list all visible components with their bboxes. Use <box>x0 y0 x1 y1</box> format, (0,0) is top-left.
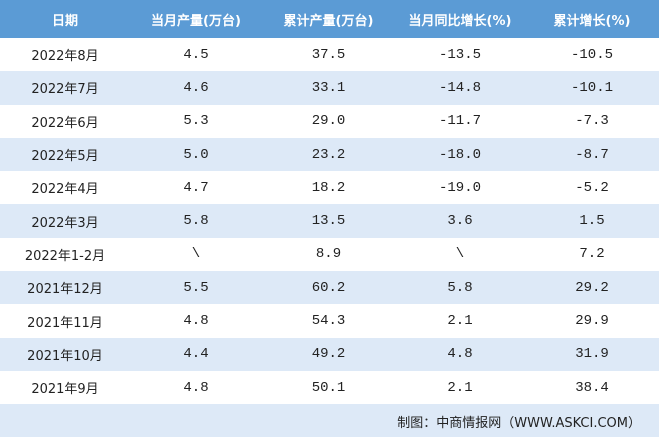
header-cell: 累计增长(%) <box>525 0 659 38</box>
table-row: 2022年6月 5.3 29.0 -11.7 -7.3 <box>0 105 659 138</box>
table-row: 2021年9月 4.8 50.1 2.1 38.4 <box>0 371 659 404</box>
table-cell: 4.8 <box>183 379 209 396</box>
table-cell: -11.7 <box>438 113 481 130</box>
table-row: 2022年5月 5.0 23.2 -18.0 -8.7 <box>0 137 659 172</box>
table-cell: 31.9 <box>525 337 659 371</box>
table-cell: 2022年1-2月 <box>24 248 106 264</box>
table-cell: 1.5 <box>525 204 659 238</box>
table-cell: 29.2 <box>525 271 659 305</box>
header-row: 日期 当月产量(万台) 累计产量(万台) 当月同比增长(%) 累计增长(%) <box>0 0 659 38</box>
table-cell: 5.8 <box>395 271 525 305</box>
table-cell: 4.6 <box>130 71 262 105</box>
table-cell: 29.0 <box>311 113 346 130</box>
table-cell: 29.9 <box>575 313 609 330</box>
table-row: 2021年11月 4.8 54.3 2.1 29.9 <box>0 304 659 337</box>
table-row: 2022年1-2月 \ 8.9 \ 7.2 <box>0 238 659 271</box>
footer: 制图：中商情报网（WWW.ASKCI.COM） <box>0 404 659 437</box>
table-row: 2022年8月 4.5 37.5 -13.5 -10.5 <box>0 38 659 71</box>
table-cell: 2022年5月 <box>0 137 130 172</box>
table-cell: 2022年3月 <box>0 204 130 238</box>
table-cell: 23.2 <box>262 137 395 172</box>
table-cell: 54.3 <box>311 313 346 330</box>
table-row: 2022年3月 5.8 13.5 3.6 1.5 <box>0 204 659 238</box>
table-cell: 2.1 <box>447 313 473 330</box>
table-cell: 2021年11月 <box>27 315 103 331</box>
table-cell: 5.5 <box>130 271 262 305</box>
table-cell: 38.4 <box>575 379 609 396</box>
table-cell: -8.7 <box>525 137 659 172</box>
footer-text: 制图：中商情报网（WWW.ASKCI.COM） <box>397 416 641 431</box>
table-cell: -10.1 <box>525 71 659 105</box>
table-cell: 2021年12月 <box>0 271 130 305</box>
table-cell: 5.3 <box>183 113 209 130</box>
header-cell: 累计产量(万台) <box>262 0 395 38</box>
table-cell: 2022年8月 <box>31 49 99 65</box>
table-cell: 18.2 <box>311 179 346 196</box>
header-cell: 当月同比增长(%) <box>395 0 525 38</box>
table-cell: -5.2 <box>575 179 609 196</box>
table-cell: 2022年4月 <box>31 182 99 198</box>
table-cell: 3.6 <box>395 204 525 238</box>
table-body: 2022年8月 4.5 37.5 -13.5 -10.5 2022年7月 4.6 33.1 -1… <box>0 38 659 404</box>
table-row: 2021年12月 5.5 60.2 5.8 29.2 <box>0 271 659 305</box>
table-cell: 4.4 <box>130 337 262 371</box>
table-cell: 49.2 <box>262 337 395 371</box>
table-cell: 60.2 <box>262 271 395 305</box>
table-cell: 8.9 <box>315 246 342 263</box>
table-cell: -13.5 <box>438 46 481 63</box>
table-cell: -18.0 <box>395 137 525 172</box>
table-row: 2021年10月 4.4 49.2 4.8 31.9 <box>0 337 659 371</box>
table-row: 2022年4月 4.7 18.2 -19.0 -5.2 <box>0 171 659 204</box>
table-cell: 4.5 <box>183 46 209 63</box>
table-cell: \ <box>191 246 201 263</box>
header-cell: 当月产量(万台) <box>130 0 262 38</box>
table-cell: 2021年9月 <box>31 382 99 398</box>
table-cell: 5.0 <box>130 137 262 172</box>
table-cell: 7.2 <box>579 246 605 263</box>
table-cell: 2021年10月 <box>0 337 130 371</box>
table-cell: 37.5 <box>311 46 346 63</box>
table-cell: 13.5 <box>262 204 395 238</box>
table-cell: 5.8 <box>130 204 262 238</box>
table-cell: -19.0 <box>438 179 481 196</box>
table-cell: 2022年6月 <box>31 115 99 131</box>
table-cell: 4.8 <box>395 337 525 371</box>
header-cell: 日期 <box>0 0 130 38</box>
table-cell: 2.1 <box>447 379 473 396</box>
table-cell: \ <box>455 246 465 263</box>
table-cell: 33.1 <box>262 71 395 105</box>
table-cell: -10.5 <box>570 46 613 63</box>
table-cell: -7.3 <box>575 113 609 130</box>
table-cell: 2022年7月 <box>0 71 130 105</box>
table-cell: 50.1 <box>311 379 346 396</box>
data-table: 日期 当月产量(万台) 累计产量(万台) 当月同比增长(%) 累计增长(%) 2022年… <box>0 0 659 404</box>
table-cell: 4.7 <box>183 179 209 196</box>
table-cell: 4.8 <box>183 313 209 330</box>
table-row: 2022年7月 4.6 33.1 -14.8 -10.1 <box>0 71 659 105</box>
table-cell: -14.8 <box>395 71 525 105</box>
